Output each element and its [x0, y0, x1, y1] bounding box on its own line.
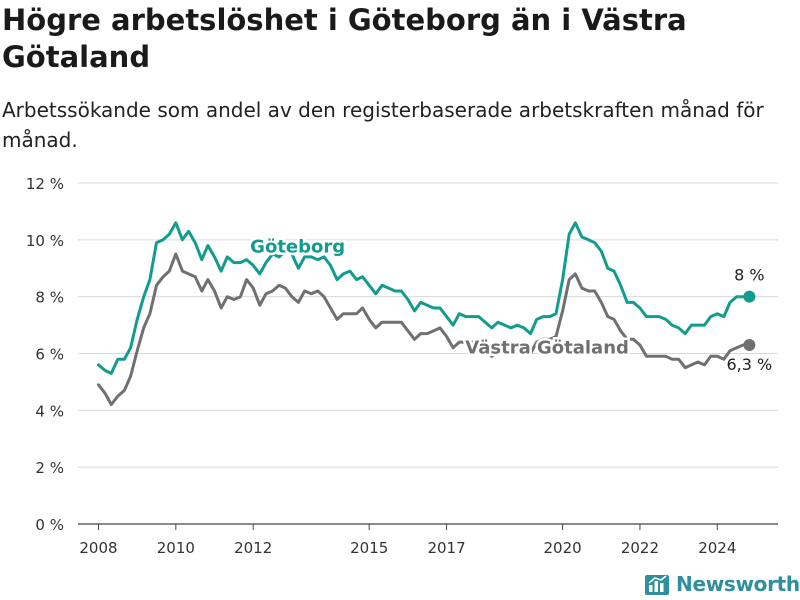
end-point-marker	[743, 338, 756, 351]
x-tick-label: 2012	[234, 539, 272, 557]
end-point-marker	[743, 290, 756, 303]
x-tick-label: 2010	[157, 539, 195, 557]
y-tick-label: 10 %	[26, 232, 64, 250]
end-label-vastra-gotaland: 6,3 %	[727, 355, 773, 374]
y-tick-label: 4 %	[35, 402, 64, 420]
chart-subtitle: Arbetssökande som andel av den registerb…	[2, 98, 764, 152]
series-label-goteborg: Göteborg	[250, 237, 345, 258]
series-line-vastra-gotaland	[97, 252, 751, 407]
gridlines	[78, 182, 778, 525]
x-tick-label: 2022	[621, 539, 659, 557]
end-label-goteborg: 8 %	[734, 266, 764, 285]
bar-chart-icon	[645, 575, 669, 595]
x-tick-label: 2015	[350, 539, 388, 557]
series-line-goteborg	[97, 221, 751, 375]
chart-title: Högre arbetslöshet i Göteborg än i Västr…	[2, 3, 687, 74]
series-lines	[97, 221, 756, 407]
y-tick-label: 6 %	[35, 346, 64, 364]
y-tick-label: 12 %	[26, 175, 64, 193]
y-axis-ticks: 0 % 2 % 4 % 6 % 8 % 10 % 12 %	[26, 175, 64, 534]
x-tick-label: 2024	[698, 539, 736, 557]
series-label-vastra-gotaland: Västra Götaland	[465, 338, 629, 359]
y-tick-label: 8 %	[35, 289, 64, 307]
x-axis: 2008 2010 2012 2015 2017 2020 2022 2024	[79, 524, 736, 557]
y-tick-label: 0 %	[35, 516, 64, 534]
series-labels: Göteborg Västra Götaland 8 % 6,3 %	[248, 234, 773, 374]
newsworthy-logo: Newsworthy	[644, 568, 800, 600]
x-tick-label: 2008	[79, 539, 117, 557]
x-tick-label: 2017	[427, 539, 465, 557]
y-tick-label: 2 %	[35, 459, 64, 477]
logo-text: Newsworthy	[676, 572, 800, 596]
x-tick-label: 2020	[543, 539, 581, 557]
